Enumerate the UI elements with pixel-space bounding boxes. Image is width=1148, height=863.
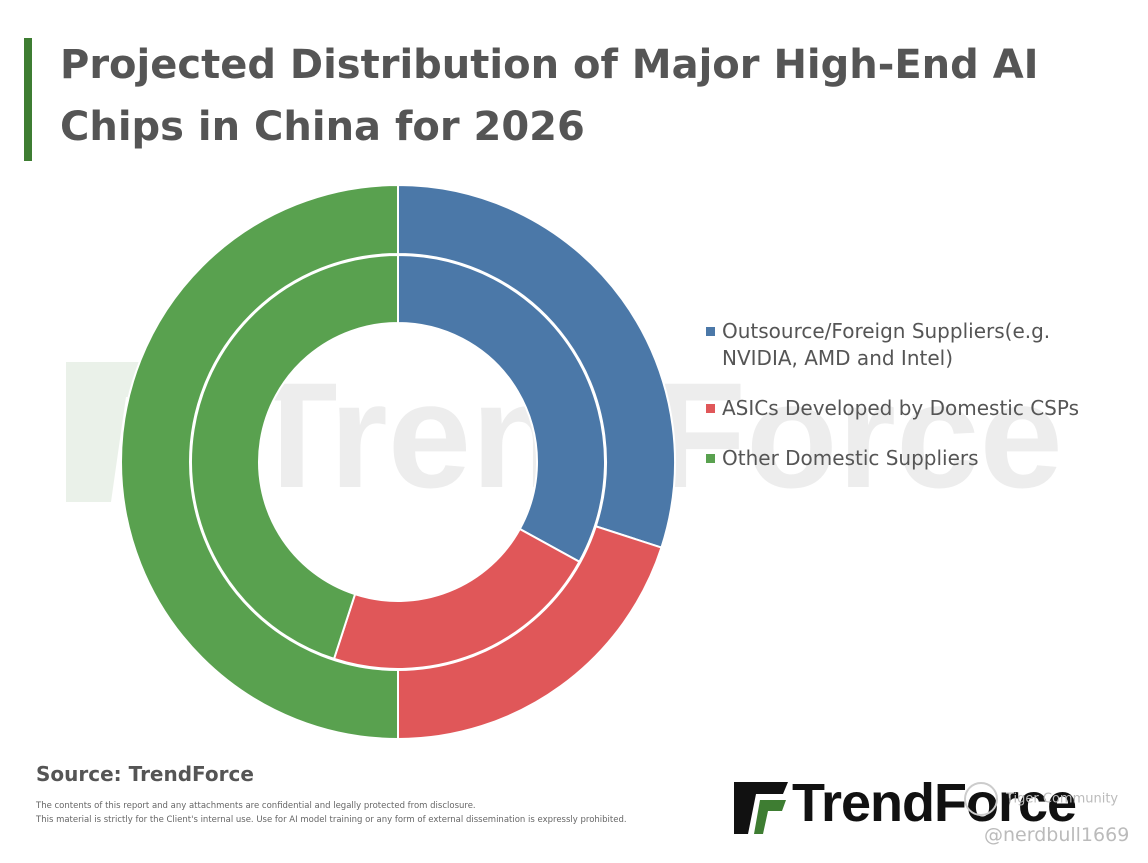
chart-legend: Outsource/Foreign Suppliers(e.g. NVIDIA,…: [706, 318, 1086, 495]
legend-item-asics: ASICs Developed by Domestic CSPs: [706, 395, 1086, 422]
trendforce-logo: TrendForce: [732, 773, 1077, 836]
trendforce-logo-icon: [734, 782, 788, 834]
legend-item-foreign: Outsource/Foreign Suppliers(e.g. NVIDIA,…: [706, 318, 1086, 372]
legend-item-other: Other Domestic Suppliers: [706, 445, 1086, 472]
user-handle: @nerdbull1669: [984, 824, 1130, 846]
tiger-community-watermark: Tiger Community: [964, 782, 1118, 816]
tiger-icon: [964, 782, 998, 816]
inner-slice-0: [397, 253, 606, 564]
legend-swatch-asics: [706, 404, 715, 413]
legend-label-foreign: Outsource/Foreign Suppliers(e.g. NVIDIA,…: [722, 319, 1051, 370]
disclaimer-line-2: This material is strictly for the Client…: [36, 815, 627, 825]
inner-slice-2: [190, 253, 399, 661]
disclaimer-line-1: The contents of this report and any atta…: [36, 801, 476, 811]
chart-title: Projected Distribution of Major High-End…: [60, 42, 1039, 150]
inner-ring: [190, 253, 606, 670]
disclaimer: The contents of this report and any atta…: [36, 799, 736, 827]
title-accent-bar: [24, 38, 32, 161]
legend-swatch-foreign: [706, 327, 715, 336]
source-label: Source: TrendForce: [36, 762, 254, 786]
tiger-community-text: Tiger Community: [1006, 791, 1119, 807]
legend-label-other: Other Domestic Suppliers: [722, 446, 979, 470]
legend-swatch-other: [706, 454, 715, 463]
trendforce-logo-text: TrendForce: [792, 773, 1077, 833]
legend-label-asics: ASICs Developed by Domestic CSPs: [722, 396, 1079, 420]
